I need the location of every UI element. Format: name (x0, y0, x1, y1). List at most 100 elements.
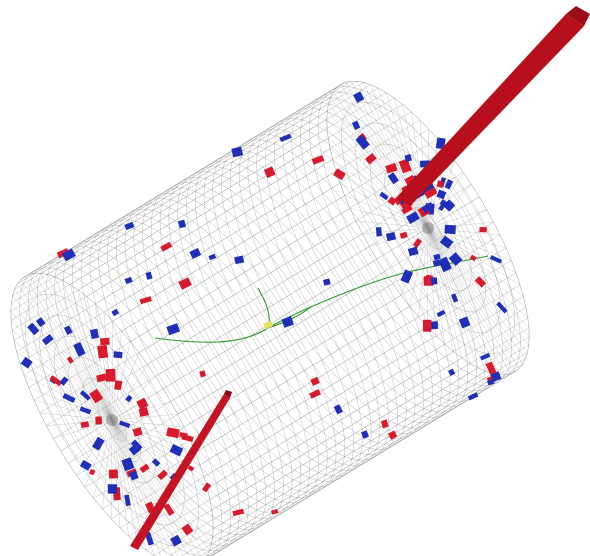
calorimeter-cell (79, 390, 91, 401)
calorimeter-cell (399, 231, 408, 239)
mesh-ring (247, 128, 451, 424)
calorimeter-cell (99, 337, 110, 346)
endcap-spoke (427, 227, 526, 359)
calorimeter-cell (444, 224, 456, 235)
endcap-ring (39, 314, 185, 526)
endcap-ring (68, 356, 156, 484)
endcap-spoke (427, 209, 487, 229)
calorimeter-cell (436, 180, 444, 188)
calorimeter-cell (96, 373, 107, 383)
calorimeter-cell (279, 133, 292, 142)
calorimeter-cell (412, 238, 422, 249)
calorimeter-cell (311, 155, 325, 165)
endcap-spoke (427, 227, 493, 374)
mesh-ring (230, 139, 433, 434)
calorimeter-cell (169, 443, 184, 457)
calorimeter-cell (132, 427, 143, 437)
calorimeter-cell (62, 392, 76, 404)
endcap-spoke (345, 82, 429, 229)
endcap-spoke (16, 351, 113, 421)
endcap-spoke (427, 227, 516, 372)
endcap-spoke (427, 227, 501, 236)
calorimeter-cell (111, 308, 120, 317)
endcap-spoke (111, 352, 140, 421)
endcap-spoke (111, 419, 130, 537)
calorimeter-cell (379, 191, 389, 201)
calorimeter-cell (234, 255, 245, 265)
calorimeter-cell (401, 204, 413, 215)
calorimeter-cell (448, 252, 463, 267)
calorimeter-cell (485, 361, 497, 376)
calorimeter-cell (458, 316, 471, 329)
mesh-line (206, 374, 506, 556)
endcap-spoke (427, 196, 480, 229)
endcap-ring (25, 293, 199, 547)
calorimeter-cell (89, 328, 100, 340)
endcap-spoke (69, 284, 113, 421)
mesh-ring (317, 86, 521, 381)
calorimeter-cell (451, 293, 459, 303)
calorimeter-cell (108, 469, 118, 479)
calorimeter-cell (89, 468, 96, 476)
calorimeter-cell (387, 196, 397, 206)
calorimeter-cell (322, 278, 331, 286)
endcap-ring (10, 272, 214, 556)
endcap-spoke (427, 172, 464, 229)
mesh-ring (159, 182, 363, 477)
calorimeter-cell (435, 137, 446, 150)
calorimeter-cell (271, 508, 279, 515)
mesh-ring (238, 134, 442, 429)
endcap-spoke (111, 419, 195, 556)
calorimeter-cell (398, 158, 412, 174)
calorimeter-cell (121, 457, 135, 472)
endcap-spoke (61, 280, 113, 421)
calorimeter-cell (139, 463, 150, 473)
mesh-ring (142, 192, 346, 488)
endcap-spoke (111, 419, 185, 428)
calorimeter-cell (400, 269, 414, 284)
calorimeter-cells-back (56, 120, 398, 336)
calorimeter-cell (118, 420, 131, 428)
endcap-spoke (110, 419, 113, 519)
calorimeter-cell (113, 351, 123, 359)
calorimeter-cell (35, 317, 46, 328)
calorimeter-cell (136, 397, 149, 410)
calorimeter-cell (444, 179, 454, 190)
calorimeter-cell (310, 376, 320, 386)
calorimeter-cell (79, 406, 92, 415)
calorimeter-cell (361, 430, 369, 439)
endcap-spoke (350, 81, 429, 229)
endcap-spoke (393, 97, 429, 229)
endcap-spoke (427, 227, 463, 359)
calorimeter-cell (124, 221, 135, 231)
calorimeter-cell (181, 523, 194, 536)
calorimeter-cell (364, 152, 377, 165)
calorimeter-cell (385, 231, 397, 242)
calorimeter-cell (333, 168, 346, 181)
mesh-ring (124, 203, 328, 498)
endcap-spoke (427, 227, 529, 346)
endcap-spoke (356, 81, 429, 229)
mesh-ring (265, 118, 468, 413)
endcap-ring (369, 143, 487, 313)
mesh-ring (115, 208, 319, 504)
calorimeter-cell (436, 189, 447, 200)
endcap-spoke (427, 227, 454, 352)
endcap-spoke (330, 97, 429, 229)
calorimeter-cell (116, 380, 123, 390)
calorimeter-cell (474, 276, 487, 288)
jet-tower-thin (130, 390, 232, 550)
calorimeter-cell (387, 430, 398, 440)
calorimeter-cell (145, 271, 153, 280)
calorimeter-cell (181, 434, 194, 442)
endcap-spoke (427, 227, 500, 375)
endcap-spoke (94, 303, 113, 421)
endcap-spoke (328, 137, 429, 229)
calorimeter-cell (97, 344, 109, 359)
mesh-ring (273, 112, 477, 408)
mesh-line (180, 371, 486, 556)
calorimeter-cell (404, 174, 417, 187)
endcap-spoke (111, 419, 214, 520)
mesh-ring (177, 171, 381, 466)
